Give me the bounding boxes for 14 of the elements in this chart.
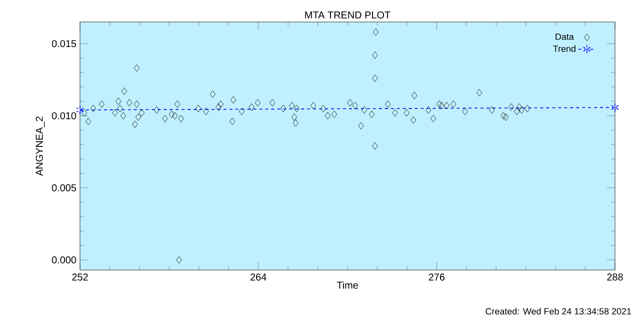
x-tick-label: 264 xyxy=(250,274,266,281)
text: Created: Wed Feb 24 13:34:58 2021 xyxy=(486,308,632,314)
y-tick-label: 0.015 xyxy=(52,40,76,48)
legend-label: Trend xyxy=(553,45,576,52)
y-tick-label: 0.000 xyxy=(52,256,76,264)
legend-label: Data xyxy=(556,34,574,40)
x-tick-label: 252 xyxy=(72,274,88,281)
x-tick-label: 288 xyxy=(607,274,623,281)
y-tick-label: 0.005 xyxy=(52,184,76,192)
x-tick-label: 276 xyxy=(428,274,445,281)
chart-title: MTA TREND PLOT xyxy=(305,11,390,18)
x-axis-title: Time xyxy=(336,281,358,289)
y-tick-label: 0.010 xyxy=(52,112,76,120)
y-axis-title: ANGYNEA_2 xyxy=(36,116,45,176)
